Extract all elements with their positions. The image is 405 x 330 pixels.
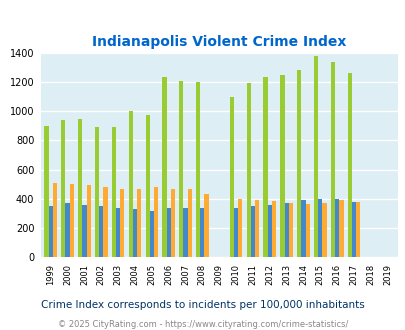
Bar xyxy=(330,62,334,257)
Bar xyxy=(120,189,124,257)
Bar xyxy=(65,203,70,257)
Bar xyxy=(318,199,322,257)
Bar xyxy=(196,82,200,257)
Bar xyxy=(44,126,49,257)
Bar xyxy=(322,203,326,257)
Bar xyxy=(149,212,153,257)
Bar xyxy=(183,209,187,257)
Bar xyxy=(334,199,339,257)
Bar xyxy=(204,194,208,257)
Bar xyxy=(137,189,141,257)
Bar xyxy=(229,97,233,257)
Bar xyxy=(233,209,238,257)
Bar xyxy=(128,111,132,257)
Bar xyxy=(153,187,158,257)
Bar xyxy=(82,205,86,257)
Bar xyxy=(301,200,305,257)
Bar xyxy=(53,183,57,257)
Bar xyxy=(250,206,254,257)
Bar xyxy=(103,187,107,257)
Bar xyxy=(313,56,318,257)
Bar xyxy=(279,75,284,257)
Bar xyxy=(288,203,292,257)
Bar xyxy=(70,183,74,257)
Bar xyxy=(305,204,309,257)
Bar xyxy=(49,206,53,257)
Bar xyxy=(347,73,351,257)
Bar xyxy=(296,70,301,257)
Text: Crime Index corresponds to incidents per 100,000 inhabitants: Crime Index corresponds to incidents per… xyxy=(41,300,364,310)
Bar xyxy=(284,203,288,257)
Text: © 2025 CityRating.com - https://www.cityrating.com/crime-statistics/: © 2025 CityRating.com - https://www.city… xyxy=(58,319,347,329)
Bar xyxy=(200,208,204,257)
Bar xyxy=(95,127,99,257)
Bar xyxy=(78,119,82,257)
Bar xyxy=(263,77,267,257)
Bar xyxy=(246,83,250,257)
Bar xyxy=(132,209,137,257)
Bar xyxy=(187,189,192,257)
Bar xyxy=(238,199,242,257)
Bar xyxy=(116,209,120,257)
Bar xyxy=(86,185,90,257)
Bar xyxy=(355,202,360,257)
Bar xyxy=(271,201,275,257)
Bar xyxy=(99,206,103,257)
Bar xyxy=(179,81,183,257)
Title: Indianapolis Violent Crime Index: Indianapolis Violent Crime Index xyxy=(92,35,345,49)
Bar xyxy=(267,205,271,257)
Bar xyxy=(166,208,171,257)
Bar xyxy=(162,77,166,257)
Bar xyxy=(171,189,175,257)
Bar xyxy=(339,200,343,257)
Bar xyxy=(145,115,149,257)
Bar xyxy=(111,127,116,257)
Bar xyxy=(351,202,355,257)
Bar xyxy=(61,120,65,257)
Bar xyxy=(254,200,259,257)
